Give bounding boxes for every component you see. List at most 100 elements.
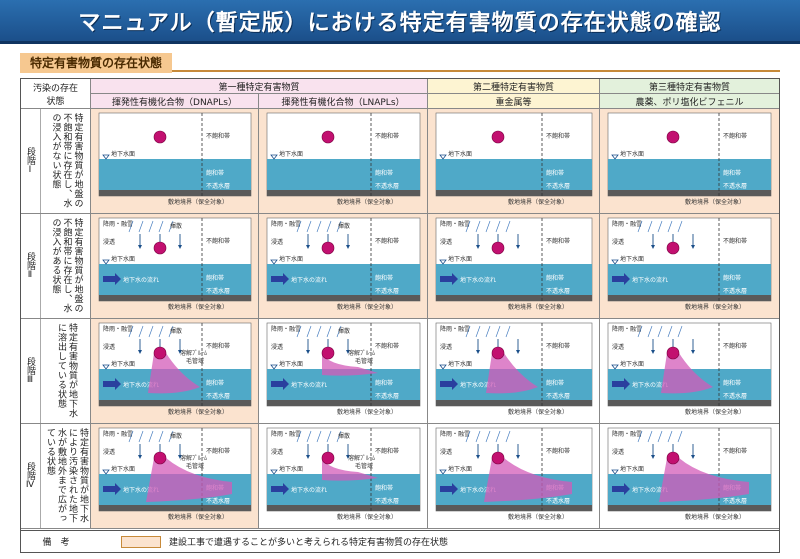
aquitard-layer bbox=[267, 190, 420, 196]
capillary-label: 毛管域 bbox=[186, 462, 204, 470]
infiltration-label: 浸透 bbox=[612, 343, 624, 351]
rain-streak bbox=[296, 430, 302, 443]
volatilization-label: 揮散 bbox=[338, 327, 350, 335]
rain-streak bbox=[326, 325, 332, 338]
contaminant-source bbox=[666, 241, 680, 255]
rain-streak bbox=[465, 430, 471, 443]
contaminant-source bbox=[666, 130, 680, 144]
contaminant-source bbox=[321, 130, 335, 144]
arrow-head bbox=[138, 350, 142, 354]
gw-surface-label: 地下水面 bbox=[279, 360, 303, 368]
contaminant-plume bbox=[146, 458, 232, 502]
rain-streak bbox=[677, 220, 683, 233]
rain-streak bbox=[475, 220, 481, 233]
dissolved-plume-label: 溶解ﾌﾟﾙｰﾑ bbox=[348, 454, 375, 462]
gw-surface-label: 地下水面 bbox=[111, 255, 135, 263]
saturated-label: 飽和帯 bbox=[375, 169, 393, 177]
diagram-cell: 地下水面不飽和帯飽和帯不透水層敷地境界（保全対象）降雨・融雪浸透揮散地下水の流れ… bbox=[259, 424, 428, 529]
aquitard-label: 不透水層 bbox=[546, 287, 570, 295]
aquitard-label: 不透水層 bbox=[723, 497, 747, 505]
aquitard-layer bbox=[267, 295, 420, 301]
class3-header: 第三種特定有害物質 bbox=[600, 79, 779, 94]
boundary-label: 敷地境界（保全対象） bbox=[508, 513, 568, 521]
stage-row-header: 段階Ⅱ 特定有害物質が地盤の不飽和帯に存在し、水の浸入がある状態 bbox=[21, 214, 91, 319]
contaminant-source bbox=[321, 241, 335, 255]
gw-surface-icon bbox=[611, 364, 619, 370]
rain-streak bbox=[296, 325, 302, 338]
contaminant-source bbox=[491, 451, 505, 465]
stage-row-header: 段階Ⅳ 特定有害物質が地下水により汚染された地下水が敷地外まで広がっている状態 bbox=[21, 424, 91, 529]
col1-label: 揮発性有機化合物（DNAPLs） bbox=[112, 97, 237, 108]
col2-header: 揮発性有機化合物（LNAPLs） bbox=[259, 94, 428, 109]
infiltration-label: 浸透 bbox=[440, 448, 452, 456]
gw-flow-label: 地下水の流れ bbox=[460, 276, 496, 284]
stage-label: 段階Ⅱ bbox=[21, 214, 41, 318]
footer-legend: 建設工事で遭遇することが多いと考えられる特定有害物質の存在状態 bbox=[169, 538, 449, 548]
saturated-label: 飽和帯 bbox=[546, 169, 564, 177]
saturated-label: 飽和帯 bbox=[546, 379, 564, 387]
gw-surface-label: 地下水面 bbox=[279, 465, 303, 473]
rain-streak bbox=[647, 220, 653, 233]
rain-streak bbox=[505, 325, 511, 338]
unsaturated-label: 不飽和帯 bbox=[546, 237, 570, 245]
saturated-zone bbox=[436, 159, 592, 190]
dissolved-plume-label: 溶解ﾌﾟﾙｰﾑ bbox=[348, 349, 375, 357]
rain-streak bbox=[168, 430, 174, 443]
saturated-label: 飽和帯 bbox=[723, 169, 741, 177]
diagram-cell: 地下水面不飽和帯飽和帯不透水層敷地境界（保全対象）降雨・融雪浸透揮散地下水の流れ… bbox=[91, 424, 259, 529]
rain-streak bbox=[326, 220, 332, 233]
aquitard-label: 不透水層 bbox=[723, 392, 747, 400]
diagram-cell: 地下水面 不飽和帯 飽和帯 不透水層 敷地境界（保全対象） 降雨・融雪 浸透 揮散 地下水の流れ bbox=[91, 214, 259, 319]
rain-streak bbox=[138, 325, 144, 338]
stage-description: 特定有害物質が地下水により汚染された地下水が敷地外まで広がっている状態 bbox=[45, 428, 88, 523]
arrow-head bbox=[306, 350, 310, 354]
gw-flow-label: 地下水の流れ bbox=[291, 486, 327, 494]
contaminant-plume bbox=[322, 353, 378, 376]
gw-surface-icon bbox=[102, 469, 110, 475]
gw-flow-label: 地下水の流れ bbox=[632, 486, 668, 494]
infiltration-label: 浸透 bbox=[103, 238, 115, 246]
contaminant-source bbox=[321, 451, 335, 465]
arrow-head bbox=[691, 245, 695, 249]
contaminant-plume bbox=[322, 458, 378, 481]
contaminant-source bbox=[491, 130, 505, 144]
gw-surface-icon bbox=[439, 469, 447, 475]
saturated-zone bbox=[436, 264, 592, 295]
rain-streak bbox=[505, 430, 511, 443]
rain-streak bbox=[138, 430, 144, 443]
aquitard-label: 不透水層 bbox=[206, 497, 230, 505]
col4-label: 農薬、ポリ塩化ビフェニル bbox=[635, 97, 744, 108]
stage-label: 段階Ⅰ bbox=[21, 109, 41, 213]
gw-surface-icon bbox=[270, 364, 278, 370]
rain-label: 降雨・融雪 bbox=[612, 430, 642, 438]
rain-streak bbox=[326, 430, 332, 443]
unsaturated-label: 不飽和帯 bbox=[375, 132, 399, 140]
gw-flow-label: 地下水の流れ bbox=[632, 381, 668, 389]
contaminant-plume bbox=[486, 353, 538, 394]
rain-label: 降雨・融雪 bbox=[271, 430, 301, 438]
gw-surface-label: 地下水面 bbox=[279, 150, 303, 158]
col1-header: 揮発性有機化合物（DNAPLs） bbox=[91, 94, 259, 109]
contaminant-plume bbox=[661, 353, 713, 394]
contaminant-source bbox=[491, 346, 505, 360]
aquitard-layer bbox=[99, 505, 251, 511]
gw-flow-arrow bbox=[612, 483, 630, 495]
gw-flow-arrow bbox=[271, 273, 289, 285]
unsaturated-label: 不飽和帯 bbox=[723, 237, 747, 245]
arrow-head bbox=[346, 455, 350, 459]
rain-streak bbox=[148, 430, 154, 443]
gw-surface-icon bbox=[439, 154, 447, 160]
boundary-label: 敷地境界（保全対象） bbox=[337, 408, 397, 416]
rain-streak bbox=[657, 325, 663, 338]
rain-streak bbox=[168, 220, 174, 233]
gw-surface-label: 地下水面 bbox=[620, 150, 644, 158]
stage-description: 特定有害物質が地盤の不飽和帯に存在し、水の浸入がある状態 bbox=[50, 218, 83, 313]
stage-description: 特定有害物質が地盤の不飽和帯に存在し、水の浸入がない状態 bbox=[50, 113, 83, 208]
boundary-label: 敷地境界（保全対象） bbox=[168, 408, 228, 416]
rain-streak bbox=[306, 430, 312, 443]
